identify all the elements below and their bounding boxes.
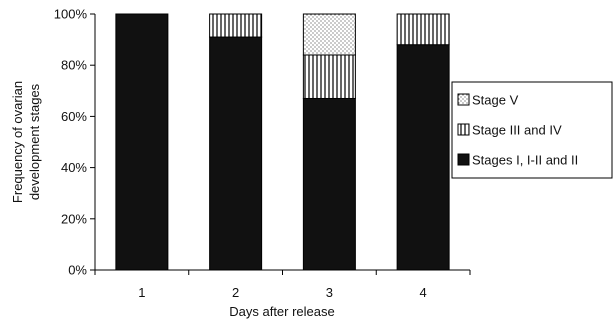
x-tick-label: 4 [420,285,427,300]
y-axis: 0% 20% 40% 60% 80% 100% [54,7,95,278]
legend-label: Stage III and IV [472,123,562,138]
legend-label: Stage V [472,93,519,108]
bar-segment [209,13,263,38]
y-tick-label: 60% [61,109,87,124]
y-axis-title-line-1: Frequency of ovarian [10,81,25,203]
y-axis-title-line-2: development stages [27,83,42,200]
y-tick-label: 0% [68,263,87,278]
bar-segment [209,36,263,271]
x-tick-label: 2 [232,285,239,300]
bar-segment [396,44,450,271]
legend-swatch [457,123,470,136]
x-tick-label: 1 [138,285,145,300]
y-tick-label: 20% [61,211,87,226]
bar-segment [396,13,450,46]
bar-segment [302,97,356,271]
legend-swatch [457,93,470,106]
legend-frame [451,81,613,179]
x-axis-title: Days after release [229,304,335,319]
bar-segment [302,13,356,56]
y-tick-label: 40% [61,160,87,175]
bars [115,13,450,271]
y-tick-label: 100% [54,7,88,22]
x-tick-label: 3 [326,285,333,300]
bar-segment [302,54,356,99]
legend-swatch [457,153,470,166]
y-tick-label: 80% [61,58,87,73]
y-axis-title: Frequency of ovarian development stages [10,81,42,203]
bar-segment [115,13,169,271]
x-axis: 1 2 3 4 [94,270,471,300]
legend-label: Stages I, I-II and II [472,153,578,168]
legend: Stage V Stage III and IV Stages I, I-II an… [451,81,613,179]
